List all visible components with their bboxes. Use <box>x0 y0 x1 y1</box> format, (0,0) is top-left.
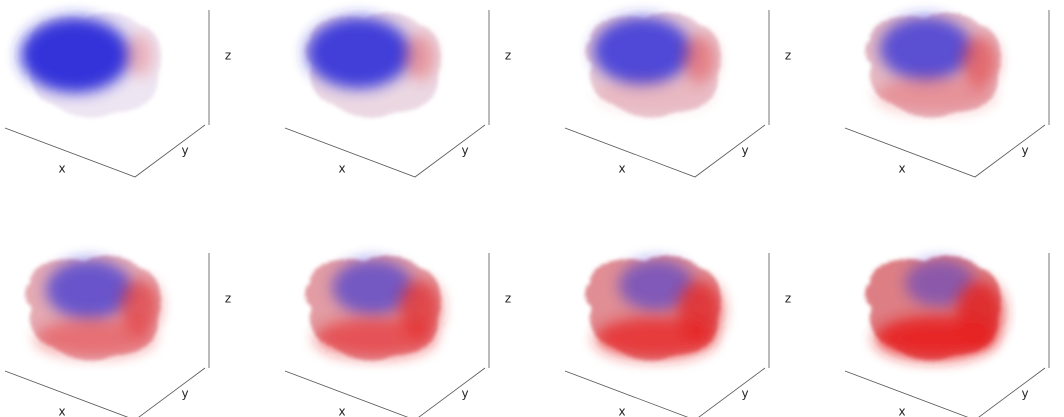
figure: xyzxyzxyzxyzxyzxyzxyzxyz <box>0 0 1064 417</box>
panel: xyz <box>845 253 1064 417</box>
y-axis-label: y <box>1021 144 1028 158</box>
red-region-side <box>683 34 717 84</box>
z-axis-label: z <box>505 292 511 306</box>
panel: x y z <box>565 10 791 177</box>
y-axis-label: y <box>741 144 748 158</box>
blue-region <box>593 17 692 85</box>
y-axis-label: y <box>1021 387 1028 401</box>
z-axis-label: z <box>785 292 791 306</box>
panel: x y z <box>565 253 791 417</box>
z-axis-label: z <box>225 292 231 306</box>
red-region-bottom <box>595 77 715 112</box>
x-axis-label: x <box>58 162 65 176</box>
voxel-cloud <box>865 255 1004 360</box>
voxel-cloud <box>585 255 723 360</box>
x-axis-label: x <box>898 405 905 417</box>
y-axis-label: y <box>181 387 188 401</box>
red-region-bottom <box>35 319 155 358</box>
y-axis-label: y <box>461 387 468 401</box>
z-axis-label: z <box>225 49 231 63</box>
red-region-bottom <box>875 316 995 360</box>
blue-region <box>879 17 972 81</box>
panel: x y z <box>5 253 231 417</box>
panel: xyz <box>845 10 1064 177</box>
red-region-bottom <box>315 318 435 359</box>
y-axis-label: y <box>461 144 468 158</box>
y-axis-label: y <box>181 144 188 158</box>
x-axis-label: x <box>898 162 905 176</box>
x-axis-label: x <box>618 162 625 176</box>
x-axis-label: x <box>58 405 65 417</box>
voxel-cloud <box>20 12 161 117</box>
panel: x y z <box>285 253 511 417</box>
voxel-cloud <box>585 12 721 117</box>
voxel-cloud <box>25 255 161 360</box>
red-region-side <box>126 33 154 77</box>
z-axis-label: z <box>785 49 791 63</box>
x-axis-label: x <box>618 405 625 417</box>
z-axis-label: z <box>505 49 511 63</box>
panel: x y z <box>5 10 231 177</box>
voxel-cloud <box>305 12 441 117</box>
panel: x y z <box>285 10 511 177</box>
red-region-side <box>405 34 436 81</box>
y-axis-label: y <box>741 387 748 401</box>
voxel-cloud <box>865 12 1001 117</box>
blue-region <box>306 17 410 89</box>
x-axis-label: x <box>338 162 345 176</box>
blue-region <box>46 259 133 319</box>
page: {"panels": [ {"x_label": "x", "y_label":… <box>0 0 1064 417</box>
red-region-bottom <box>595 317 715 359</box>
x-axis-label: x <box>338 405 345 417</box>
voxel-cloud <box>305 255 441 360</box>
red-region-bottom <box>875 76 995 113</box>
